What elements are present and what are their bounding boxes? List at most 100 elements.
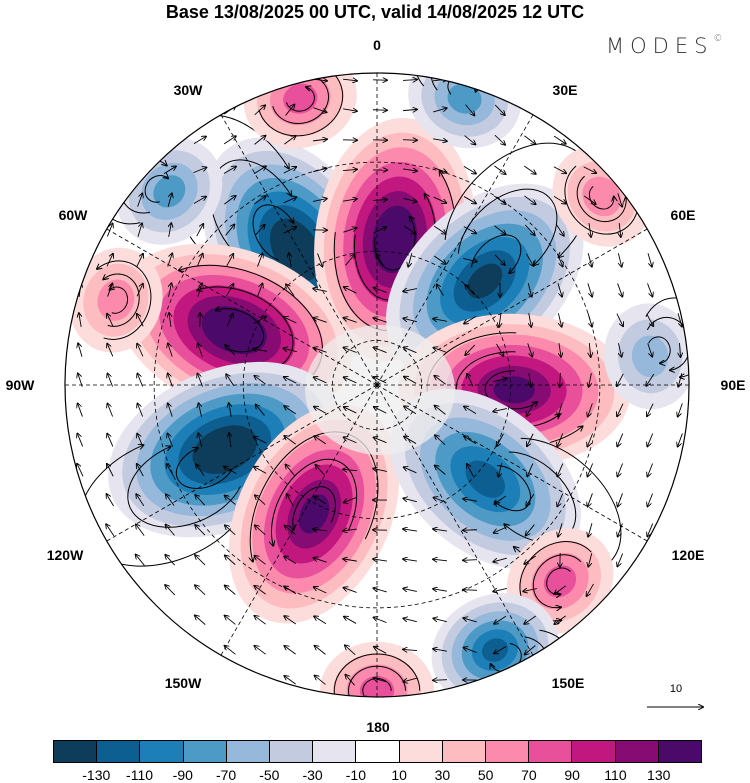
wind-arrow bbox=[284, 377, 297, 384]
map-border bbox=[64, 72, 690, 698]
wind-arrow bbox=[167, 433, 174, 447]
wind-arrow bbox=[107, 283, 113, 297]
wind-arrow bbox=[557, 283, 562, 296]
streamline bbox=[103, 285, 128, 314]
colorbar-swatch bbox=[313, 741, 357, 762]
wind-arrow bbox=[557, 313, 561, 327]
colorbar-tick-label: -70 bbox=[215, 767, 237, 783]
reference-vector-label: 10 bbox=[669, 683, 683, 695]
wind-arrow bbox=[524, 224, 535, 235]
wind-arrow bbox=[527, 433, 534, 446]
wind-arrow bbox=[587, 463, 594, 477]
wind-arrow bbox=[196, 224, 204, 237]
streamline bbox=[648, 336, 671, 365]
wind-arrow bbox=[284, 136, 295, 145]
wind-arrow bbox=[137, 193, 143, 207]
wind-arrow bbox=[137, 223, 142, 237]
wind-arrow bbox=[195, 525, 206, 536]
streamline bbox=[348, 665, 406, 697]
wind-arrow bbox=[77, 464, 84, 477]
wind-arrow bbox=[254, 586, 266, 595]
wind-arrow bbox=[254, 437, 267, 444]
wind-arrow bbox=[616, 313, 623, 327]
wind-arrow bbox=[463, 226, 476, 234]
wind-arrow bbox=[463, 560, 478, 561]
wind-arrow bbox=[344, 437, 357, 444]
wind-arrow bbox=[558, 523, 563, 536]
wind-arrow bbox=[558, 403, 563, 416]
wind-arrow bbox=[168, 373, 173, 387]
wind-arrow bbox=[107, 434, 114, 447]
wind-arrow bbox=[494, 165, 505, 174]
wind-arrow bbox=[343, 529, 357, 531]
wind-arrow bbox=[168, 343, 173, 357]
colorbar-tick-label: 30 bbox=[434, 767, 451, 783]
wind-arrow bbox=[403, 169, 417, 171]
longitude-label: 90E bbox=[720, 377, 746, 393]
wind-arrow bbox=[196, 254, 202, 267]
wind-arrow bbox=[554, 585, 566, 594]
wind-arrow bbox=[169, 313, 171, 327]
wind-arrow bbox=[372, 200, 387, 201]
wind-arrow bbox=[342, 169, 357, 170]
wind-arrow bbox=[345, 255, 355, 266]
wind-arrow bbox=[678, 433, 683, 446]
wind-arrow bbox=[225, 585, 236, 595]
wind-arrow bbox=[498, 463, 503, 477]
wind-arrow bbox=[198, 403, 201, 417]
wind-arrow bbox=[403, 289, 417, 292]
wind-arrow bbox=[647, 253, 652, 266]
wind-arrow bbox=[524, 615, 537, 624]
wind-arrow bbox=[136, 524, 145, 536]
wind-arrow bbox=[403, 529, 417, 531]
colorbar-swatch bbox=[529, 741, 573, 762]
wind-arrow bbox=[588, 403, 593, 416]
wind-arrow bbox=[79, 313, 81, 327]
wind-arrow bbox=[253, 316, 266, 324]
colorbar-tick-label: -90 bbox=[172, 767, 193, 783]
wind-arrow bbox=[314, 587, 327, 594]
wind-arrow bbox=[257, 283, 262, 297]
wind-arrow bbox=[374, 377, 387, 384]
wind-arrow bbox=[463, 258, 477, 261]
longitude-label: 60W bbox=[58, 207, 88, 223]
wind-arrow bbox=[197, 373, 203, 387]
wind-arrow bbox=[229, 403, 232, 417]
wind-arrow bbox=[646, 313, 654, 326]
streamline bbox=[144, 170, 176, 203]
wind-arrow bbox=[617, 253, 621, 267]
streamline bbox=[576, 175, 633, 223]
wind-arrow bbox=[403, 618, 417, 623]
streamline bbox=[478, 465, 531, 512]
wind-arrow bbox=[494, 495, 506, 504]
wind-arrow bbox=[553, 166, 566, 173]
colorbar-swatch bbox=[356, 741, 400, 762]
meridian bbox=[106, 228, 378, 386]
wind-arrow bbox=[588, 493, 593, 506]
wind-arrow bbox=[587, 283, 592, 296]
wind-arrow bbox=[403, 225, 416, 234]
anomaly-contour bbox=[281, 232, 311, 268]
streamline bbox=[564, 165, 649, 235]
wind-arrow bbox=[226, 284, 233, 297]
wind-arrow bbox=[286, 284, 295, 296]
wind-arrow bbox=[647, 463, 653, 476]
wind-arrow bbox=[589, 223, 591, 237]
wind-arrow bbox=[313, 529, 328, 531]
wind-arrow bbox=[493, 378, 507, 383]
wind-arrow bbox=[467, 464, 474, 477]
wind-arrow bbox=[617, 193, 622, 206]
wind-arrow bbox=[106, 524, 115, 537]
anomaly-contour bbox=[447, 83, 482, 114]
anomaly-contour bbox=[465, 460, 506, 498]
wind-arrow bbox=[373, 678, 387, 683]
wind-arrow bbox=[402, 109, 417, 110]
colorbar-tick-label: -30 bbox=[302, 767, 323, 783]
wind-arrow bbox=[195, 615, 206, 625]
wind-arrow bbox=[494, 526, 507, 533]
wind-arrow bbox=[225, 345, 236, 356]
wind-arrow bbox=[402, 80, 417, 81]
wind-arrow bbox=[314, 496, 327, 505]
wind-arrow bbox=[137, 314, 144, 327]
wind-arrow bbox=[433, 196, 447, 203]
